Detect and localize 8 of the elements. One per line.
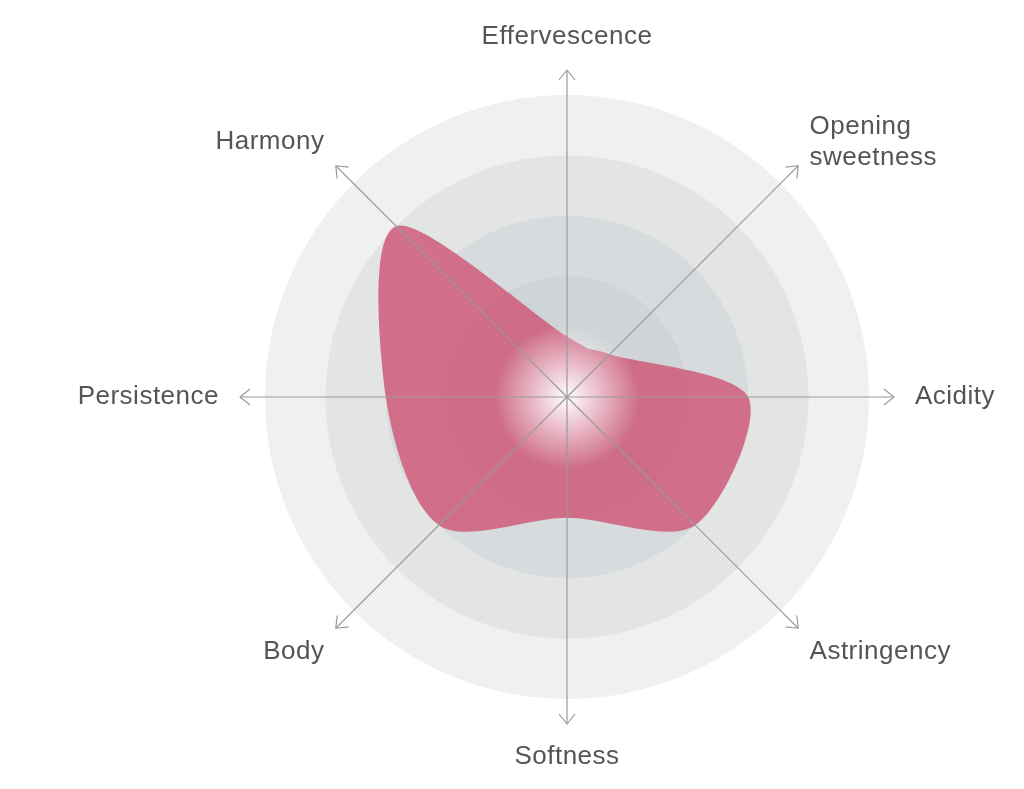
spoke-label: Opening sweetness (809, 110, 937, 172)
spoke-label: Body (263, 634, 325, 665)
spoke-label: Persistence (77, 379, 219, 410)
spoke-label: Effervescence (481, 19, 653, 50)
spoke-label: Softness (514, 739, 620, 770)
spoke-label: Acidity (915, 379, 996, 410)
spoke-label: Astringency (809, 634, 951, 665)
spoke-label: Harmony (215, 125, 325, 156)
